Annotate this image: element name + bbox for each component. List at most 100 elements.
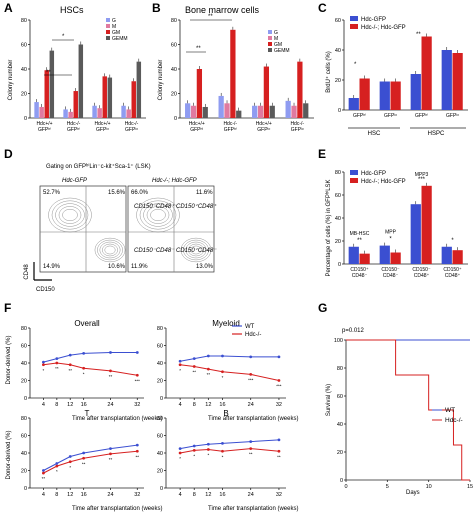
panel-b-legend-swatch: [268, 30, 272, 34]
panel-g-ytick-label: 20: [337, 450, 343, 456]
flow-contour-line: [55, 203, 85, 227]
panel-c-ytick-label: 40: [335, 48, 341, 54]
panel-g-ytick-label: 60: [337, 394, 343, 400]
panel-b-legend-label: G: [274, 30, 278, 36]
panel-f-t-point: [109, 447, 112, 451]
panel-e-bar: [359, 253, 370, 264]
panel-a-bar: [131, 81, 136, 118]
flow-contour-line: [185, 241, 207, 259]
panel-f-t-point: [109, 452, 112, 456]
panel-a-title: HSCs: [60, 5, 84, 15]
flow-contour-line: [188, 243, 204, 257]
panel-a-bar: [121, 105, 126, 118]
panel-f-b-star: *: [207, 453, 209, 458]
panel-f-t-xtick-label: 4: [42, 492, 45, 498]
panel-a-legend-label: GEMM: [112, 36, 128, 42]
panel-b-bar: [202, 106, 208, 118]
panel-f-t-point: [68, 455, 72, 458]
panel-f-overall-star: **: [68, 368, 72, 373]
panel-e-annotation: MPP: [385, 230, 397, 236]
panel-f-myeloid-point: [221, 354, 224, 358]
panel-e-ytick-label: 20: [335, 239, 341, 245]
panel-e-bar: [390, 252, 401, 264]
panel-c-bar: [421, 36, 432, 110]
panel-a-xtick-label: GFPˡᵒ: [125, 127, 138, 133]
panel-f-b-star: *: [222, 454, 224, 459]
panel-f-b-point: [178, 447, 182, 451]
panel-c-bar: [359, 78, 370, 110]
panel-f-t-ytick-label: 60: [21, 434, 27, 440]
panel-f-t-line: [43, 444, 138, 471]
flow-xlabel: CD150: [36, 287, 55, 293]
panel-a-xtick-label: Hdc-/-: [125, 121, 139, 127]
panel-f-b-point: [206, 442, 210, 446]
panel-a-bar: [97, 108, 102, 118]
panel-f-overall-point: [109, 351, 112, 354]
panel-f-t-point: [135, 443, 139, 447]
panel-b-bar: [190, 105, 197, 118]
panel-g-legend-ko-label: Hdc-/-: [445, 417, 463, 424]
panel-f-b-ytick-label: 0: [160, 486, 163, 492]
panel-f-overall-ytick-label: 20: [21, 379, 27, 385]
panel-e-xtick-label: CD48⁻: [383, 273, 399, 279]
panel-a-xtick-label: Hdc-/-: [67, 121, 81, 127]
panel-a-bar: [102, 76, 107, 118]
panel-b-star: **: [196, 46, 201, 52]
panel-c-ytick-label: 60: [335, 18, 341, 24]
panel-g-xtick-label: 0: [344, 484, 347, 490]
panel-e-bar: [421, 185, 432, 264]
panel-a-ytick-label: 20: [21, 92, 27, 98]
panel-f-myeloid-point: [249, 372, 253, 376]
panel-f-myeloid-xtick-label: 24: [248, 402, 254, 408]
flow-contour-line: [180, 237, 212, 263]
panel-f-b-point: [249, 447, 253, 451]
panel-f-ylabel-bottom: Donor-derived (%): [6, 430, 12, 479]
panel-e-ytick-label: 80: [335, 170, 341, 176]
panel-label-f: F: [4, 301, 11, 315]
flow-plot-left: [39, 185, 127, 273]
panel-f-myeloid-star: **: [192, 370, 196, 375]
panel-e-xtick-label: CD48⁺: [445, 273, 461, 279]
panel-f-myeloid-ytick-label: 40: [157, 361, 163, 367]
panel-f-overall-star: **: [55, 366, 59, 371]
panel-f-b-xtick-label: 4: [179, 492, 182, 498]
panel-f-overall-point: [68, 353, 72, 357]
panel-f-myeloid-point: [192, 357, 196, 361]
panel-e-legend-label: Hdc-GFP: [361, 171, 386, 177]
panel-c-star: *: [354, 62, 357, 68]
panel-e-star: *: [451, 238, 454, 244]
panel-g-xtick-label: 15: [467, 484, 473, 490]
flow-contour-line: [48, 197, 92, 233]
panel-f-t-star: **: [136, 454, 140, 459]
panel-f-myeloid-point: [249, 355, 253, 359]
panel-f-t-star: *: [69, 465, 71, 470]
flow-contour-line: [58, 206, 82, 224]
panel-f-myeloid-point: [192, 365, 196, 368]
panel-f-b-ytick-label: 40: [157, 451, 163, 457]
panel-f-overall-ytick-label: 80: [21, 326, 27, 332]
panel-f-overall-point: [42, 360, 45, 364]
panel-f-overall-star: *: [43, 368, 45, 373]
panel-e-xtick-label: CD150⁺: [443, 267, 462, 273]
panel-e-annotation: MPP3: [415, 172, 429, 178]
panel-f-t-xtick-label: 12: [67, 492, 73, 498]
panel-f-overall-point: [135, 373, 139, 377]
panel-f-myeloid-star: **: [207, 372, 211, 377]
panel-f-myeloid-xtick-label: 4: [179, 402, 182, 408]
panel-f-myeloid-ytick-label: 0: [160, 396, 163, 402]
panel-f-t-xtick-label: 24: [107, 492, 113, 498]
panel-f-overall-xtick-label: 32: [134, 402, 140, 408]
panel-b-legend-swatch: [268, 42, 272, 46]
flow-left-q3: 14.9%: [43, 264, 61, 270]
panel-a-ytick-label: 60: [21, 43, 27, 49]
flow-contour-line: [51, 200, 89, 230]
panel-f-overall-line: [43, 362, 138, 376]
panel-b-ytick-label: 20: [171, 92, 177, 98]
panel-f-t-point: [82, 451, 86, 455]
panel-f-overall-star: ***: [135, 378, 141, 383]
panel-f-overall-point: [109, 369, 112, 373]
panel-e-xtick-label: CD48⁻: [352, 273, 368, 279]
panel-e-legend-label: Hdc-/-; Hdc-GFP: [361, 179, 406, 185]
panel-f-b-point: [192, 448, 196, 452]
panel-b-ytick-label: 0: [174, 116, 177, 122]
